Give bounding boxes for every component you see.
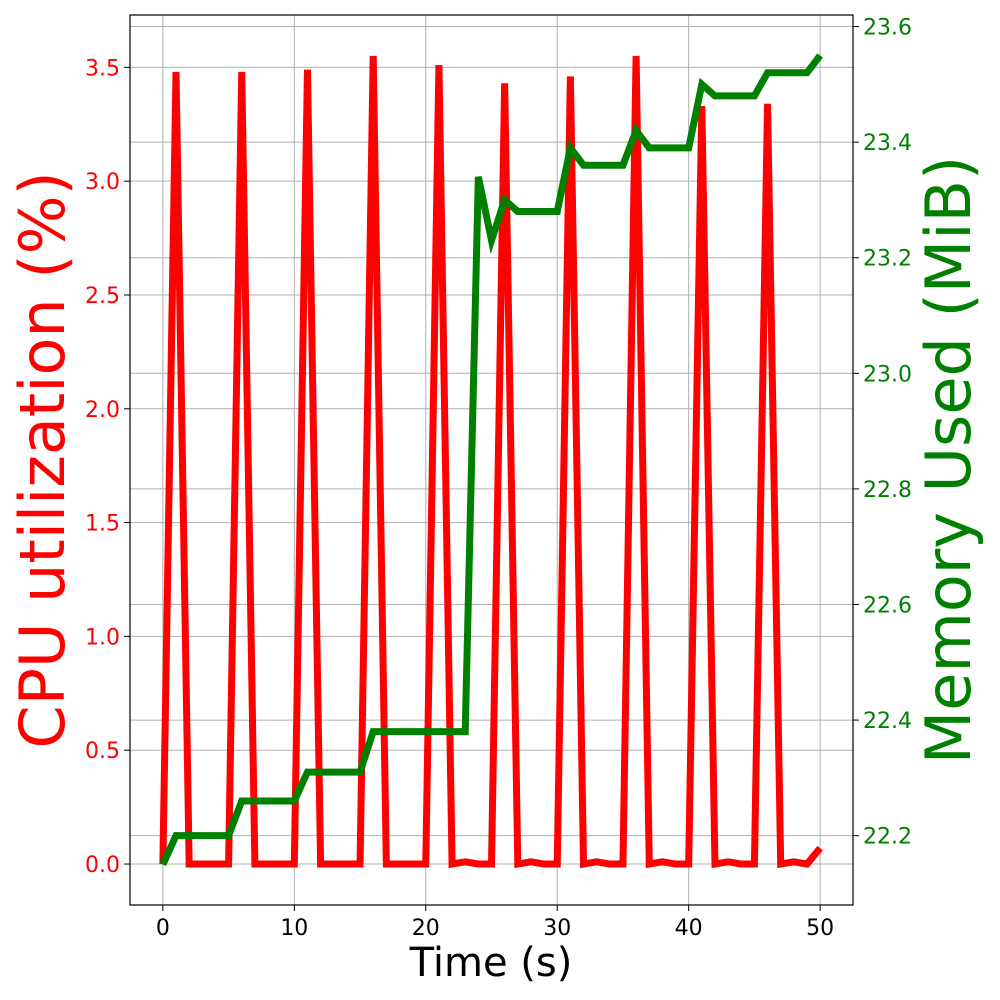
- right-y-tick-label: 23.2: [863, 247, 912, 272]
- left-y-tick-label: 3.0: [85, 170, 120, 195]
- left-y-tick-label: 2.0: [85, 398, 120, 423]
- plot-frame: [129, 14, 854, 906]
- x-tick-label: 0: [156, 916, 170, 941]
- right-y-axis-title: Memory Used (MiB): [912, 156, 985, 764]
- right-y-tick-label: 23.0: [863, 362, 912, 387]
- left-y-tick-label: 3.5: [85, 56, 120, 81]
- x-tick-label: 30: [543, 916, 571, 941]
- right-y-tick-label: 23.6: [863, 16, 912, 41]
- right-y-tick-label: 22.6: [863, 593, 912, 618]
- right-y-tick-label: 22.8: [863, 478, 912, 503]
- right-y-tick-label: 22.4: [863, 709, 912, 734]
- left-y-tick-label: 0.5: [85, 739, 120, 764]
- cpu-utilization-line: [159, 55, 823, 869]
- left-y-tick-label: 1.0: [85, 625, 120, 650]
- series-lines: [159, 53, 823, 869]
- axis-ticks: 0 10 20 30 40 50 0.0 0.5 1.0 1.5 2.0 2.5 3.0 3.5 22.2 2…: [85, 16, 912, 941]
- right-y-tick-label: 23.4: [863, 131, 912, 156]
- x-axis-title: Time (s): [409, 940, 573, 986]
- left-y-tick-label: 1.5: [85, 512, 120, 537]
- memory-used-line: [159, 53, 823, 866]
- x-tick-label: 20: [412, 916, 440, 941]
- x-tick-label: 10: [280, 916, 308, 941]
- x-tick-label: 50: [806, 916, 834, 941]
- right-y-tick-label: 22.2: [863, 825, 912, 850]
- x-tick-label: 40: [675, 916, 703, 941]
- left-y-tick-label: 2.5: [85, 284, 120, 309]
- left-y-tick-label: 0.0: [85, 853, 120, 878]
- left-y-axis-title: CPU utilization (%): [6, 171, 79, 748]
